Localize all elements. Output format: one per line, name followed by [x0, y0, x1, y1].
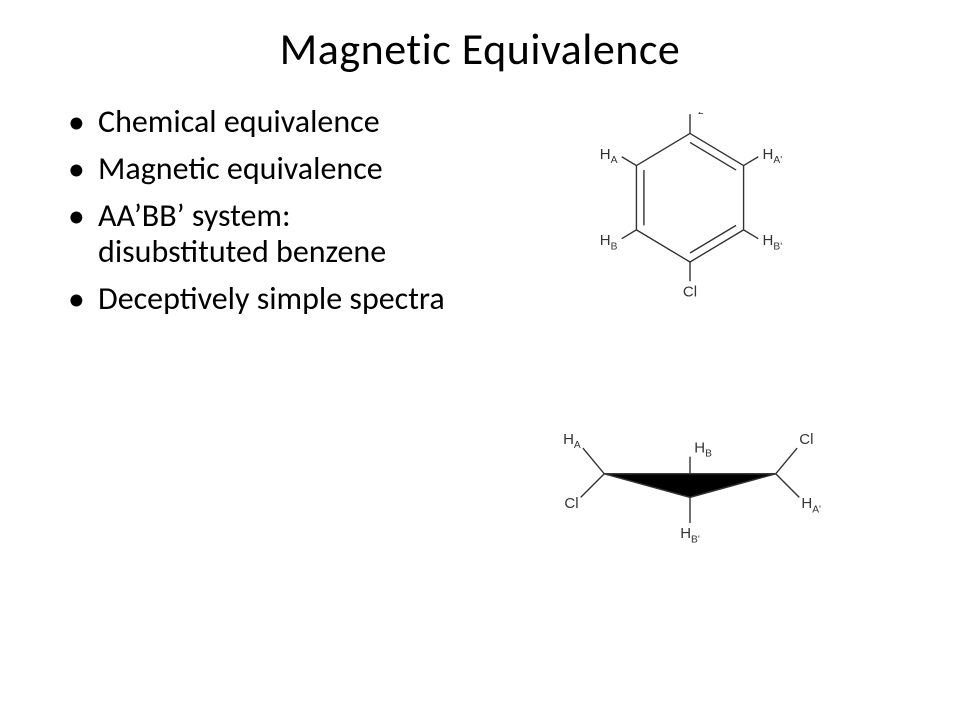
svg-text:Cl: Cl	[683, 283, 697, 300]
slide-body: Chemical equivalence Magnetic equivalenc…	[0, 104, 960, 572]
svg-text:HA': HA'	[763, 146, 783, 166]
bullet-item: Deceptively simple spectra	[68, 281, 460, 318]
benzene-diagram: NH2ClHA'HB'HBHA	[560, 112, 820, 337]
svg-text:Cl: Cl	[799, 431, 813, 448]
svg-text:HA': HA'	[801, 495, 821, 515]
svg-text:HB': HB'	[763, 232, 783, 252]
svg-text:Cl: Cl	[564, 495, 578, 512]
slide: Magnetic Equivalence Chemical equivalenc…	[0, 0, 960, 720]
svg-text:HB: HB	[600, 232, 618, 252]
svg-text:HB': HB'	[680, 525, 700, 545]
svg-text:HA: HA	[600, 146, 618, 166]
cyclopropane-diagram: HA Cl Cl HA' HB HB'	[540, 397, 840, 572]
bullet-item: AA’BB’ system: disubstituted benzene	[68, 198, 460, 272]
bullet-column: Chemical equivalence Magnetic equivalenc…	[68, 104, 460, 572]
bullet-list: Chemical equivalence Magnetic equivalenc…	[68, 104, 460, 318]
svg-text:HB: HB	[694, 439, 712, 459]
figure-column: NH2ClHA'HB'HBHA HAClClHA'HBHB'	[460, 104, 920, 572]
bullet-item: Chemical equivalence	[68, 104, 460, 141]
slide-title: Magnetic Equivalence	[0, 0, 960, 76]
bullet-item: Magnetic equivalence	[68, 151, 460, 188]
svg-text:HA: HA	[563, 431, 581, 451]
